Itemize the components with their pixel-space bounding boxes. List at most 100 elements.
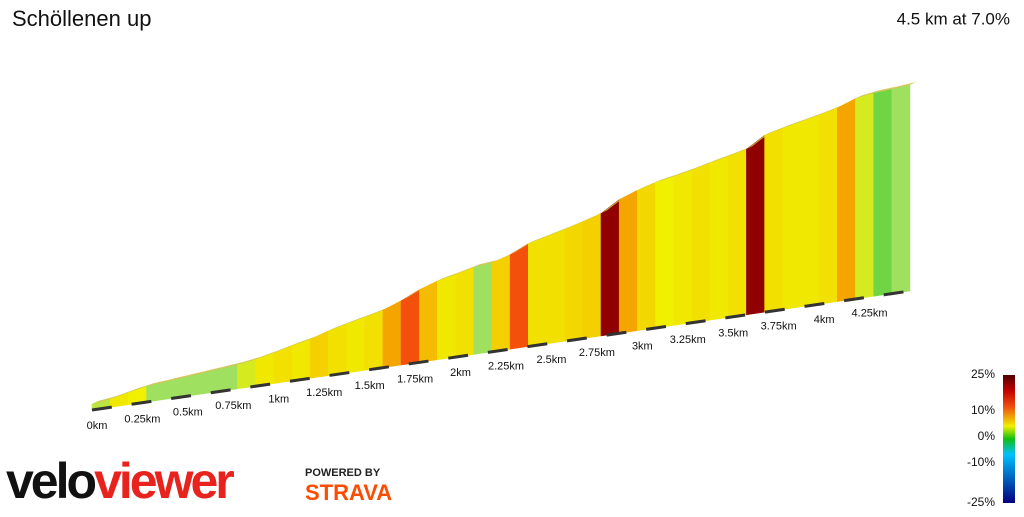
profile-segment (637, 182, 656, 331)
distance-label: 3.25km (670, 334, 706, 346)
legend-label: -10% (967, 455, 995, 469)
profile-segment (837, 98, 856, 302)
profile-top (201, 366, 226, 374)
distance-label: 3.75km (761, 321, 797, 333)
profile-top (800, 112, 826, 122)
gradient-scale (1003, 375, 1015, 503)
distance-label: 3km (632, 341, 653, 353)
strava: STRAVA (305, 480, 392, 505)
profile-top (764, 125, 789, 136)
profile-top (328, 320, 353, 331)
profile-top (855, 90, 880, 99)
profile-segment (600, 199, 620, 337)
profile-segment (291, 338, 311, 382)
logo-part: viewer (94, 453, 234, 509)
profile-top (255, 349, 280, 360)
profile-top (346, 314, 371, 324)
profile-top (528, 233, 553, 244)
profile-top (182, 370, 208, 378)
distance-label: 2.25km (488, 360, 524, 372)
distance-label: 0.25km (124, 413, 160, 425)
profile-segment (782, 121, 802, 310)
profile-top (164, 374, 189, 383)
profile-segment (873, 89, 893, 297)
legend: 25% 10% 0% -10% -25% (967, 367, 995, 509)
profile-segment (455, 266, 474, 358)
profile-top (128, 383, 153, 393)
logo: veloviewer (6, 453, 234, 509)
profile-top (637, 179, 662, 191)
profile-segment (891, 84, 911, 294)
profile-segment (764, 127, 784, 313)
profile-segment (673, 169, 693, 326)
profile-top (437, 271, 462, 281)
legend-label: 25% (971, 367, 995, 381)
profile-segment (437, 274, 456, 361)
profile-segment (818, 107, 838, 305)
profile-top (364, 307, 389, 318)
profile-top (273, 342, 298, 353)
legend-label: 10% (971, 403, 995, 417)
profile-segment (418, 280, 438, 363)
profile-segment (346, 316, 365, 374)
profile-segment (546, 228, 565, 345)
profile-top (691, 159, 717, 170)
logo-part: velo (6, 453, 96, 509)
profile-top (710, 153, 735, 163)
distance-label: 1.5km (355, 380, 385, 392)
profile-segment (618, 189, 638, 334)
profile-segment (691, 162, 711, 324)
profile-top (891, 82, 916, 90)
profile-segment (746, 134, 765, 316)
distance-label: 1km (268, 393, 289, 405)
summary: 4.5 km at 7.0% (897, 9, 1010, 28)
profile-top (655, 173, 680, 183)
distance-label: 2.5km (536, 354, 566, 366)
profile-segment (364, 309, 384, 371)
profile-top (673, 166, 698, 177)
profile-segment (109, 392, 129, 408)
profile-top (291, 336, 317, 346)
profile-segment (727, 148, 747, 318)
distance-label: 1.75km (397, 374, 433, 386)
profile-segment (509, 243, 529, 350)
title: Schöllenen up (12, 6, 151, 31)
profile-top (873, 86, 898, 94)
profile-segment (800, 114, 820, 308)
profile-top (819, 104, 844, 116)
base-line (91, 289, 911, 412)
distance-label: 2km (450, 367, 471, 379)
profile-segment (491, 254, 511, 353)
distance-label: 0.75km (215, 400, 251, 412)
profile-top (564, 218, 589, 230)
profile-segment (709, 155, 729, 321)
distance-label: 4km (814, 314, 835, 326)
profile-segment (855, 92, 874, 300)
profile-top (146, 379, 171, 387)
profile-segment (309, 330, 329, 379)
distance-label: 0.5km (173, 407, 203, 419)
profile-segment (582, 213, 602, 339)
profile-top (110, 389, 135, 400)
profile-segment (328, 323, 347, 376)
profile-segment (218, 364, 238, 392)
profile-top (237, 356, 262, 365)
profile-segment (473, 262, 493, 355)
distance-label: 3.5km (718, 327, 748, 339)
profile-top (728, 146, 753, 157)
legend-label: 0% (978, 429, 996, 443)
distance-label: 0km (87, 420, 108, 432)
profile-top (782, 118, 807, 129)
profile-segment (655, 176, 674, 329)
profile-segment (382, 300, 402, 368)
powered-by: POWERED BY (305, 467, 381, 479)
profile-top (455, 264, 480, 275)
profile-top (473, 259, 498, 268)
profile-top (92, 396, 117, 404)
profile-segment (528, 236, 547, 347)
profile-top (219, 361, 244, 370)
profile-segment (564, 221, 584, 342)
profile-top (546, 226, 571, 237)
distance-label: 2.75km (579, 347, 615, 359)
